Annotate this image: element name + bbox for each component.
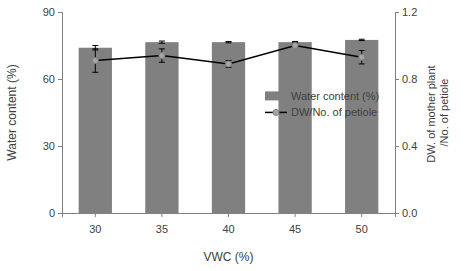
error-cap [359,39,365,40]
tick: 40 [222,213,234,235]
tick-mark [395,12,399,13]
error-cap [226,42,232,43]
y2-axis: 0.0 0.4 0.8 1.2 [395,6,417,219]
axis-line [396,13,400,214]
legend-item: DW/No. of petiole [265,106,377,118]
bar [79,48,112,213]
bar [145,42,178,213]
error-bar [159,49,165,62]
tick-mark [58,79,62,80]
tick-label: 40 [222,223,234,235]
tick-label: 45 [289,223,301,235]
tick-label: 0.8 [402,73,417,85]
tick-label: 90 [43,6,55,18]
plot: 30 35 40 45 50 0 30 60 90 0.0 0.4 0.8 1.2 Water conte… [43,6,418,235]
tick-label: 35 [156,223,168,235]
tick-mark [395,79,399,80]
tick-label: 0 [49,207,55,219]
tick-label: 0.0 [402,207,417,219]
marker [226,61,232,67]
tick: 35 [156,213,168,235]
tick: 0.4 [395,140,417,152]
tick: 0.0 [395,207,417,219]
legend-label: Water content (%) [291,90,379,102]
bar [345,40,378,213]
y2-axis-title: DW. of mother plant /No. of petiole [425,62,450,162]
marker [92,58,98,64]
tick-label: 0.4 [402,140,417,152]
error-bar [159,41,165,43]
tick-label: 60 [43,73,55,85]
error-bar [359,39,365,40]
tick-label: 1.2 [402,6,417,18]
tick: 0.8 [395,73,417,85]
error-cap [92,45,98,46]
tick: 50 [356,213,368,235]
tick: 60 [43,73,62,85]
error-bar [92,46,98,50]
legend-marker [273,109,279,115]
error-cap [159,43,165,44]
tick-mark [395,146,399,147]
tick-mark [395,213,399,214]
tick: 30 [89,213,101,235]
error-cap [359,63,365,64]
tick-label: 30 [89,223,101,235]
error-bar [226,61,232,68]
legend-item: Water content (%) [265,90,379,102]
error-cap [92,48,98,49]
axis-line [58,13,63,214]
error-cap [292,41,298,42]
axis-line [63,214,396,218]
error-cap [226,41,232,42]
marker [159,53,165,59]
legend: Water content (%) DW/No. of petiole [265,90,379,118]
error-bar [226,41,232,42]
tick-mark [95,213,96,217]
legend-label: DW/No. of petiole [291,106,377,118]
tick: 0 [49,207,62,219]
y-axis-title: Water content (%) [5,64,19,160]
tick: 30 [43,140,62,152]
bar [278,42,311,213]
error-cap [159,41,165,42]
y-axis: 0 30 60 90 [43,6,63,219]
tick: 1.2 [395,6,417,18]
tick: 90 [43,6,62,18]
error-bar [92,49,98,72]
error-cap [359,50,365,51]
marks [79,39,379,213]
tick: 45 [289,213,301,235]
tick-mark [161,213,162,217]
marker [359,54,365,60]
tick-mark [58,213,62,214]
tick-mark [295,213,296,217]
tick-mark [228,213,229,217]
error-cap [92,72,98,73]
tick-mark [361,213,362,217]
tick-label: 50 [356,223,368,235]
tick-mark [58,146,62,147]
error-cap [159,48,165,49]
error-cap [159,62,165,63]
x-axis: 30 35 40 45 50 [63,213,396,235]
error-bar [359,51,365,64]
error-cap [359,40,365,41]
x-axis-title: VWC (%) [204,250,254,264]
tick-label: 30 [43,140,55,152]
chart: 30 35 40 45 50 0 30 60 90 0.0 0.4 0.8 1.2 Water conte… [0,0,467,271]
bar [212,42,245,213]
marker [292,43,298,49]
legend-swatch [265,91,287,100]
tick-mark [58,12,62,13]
